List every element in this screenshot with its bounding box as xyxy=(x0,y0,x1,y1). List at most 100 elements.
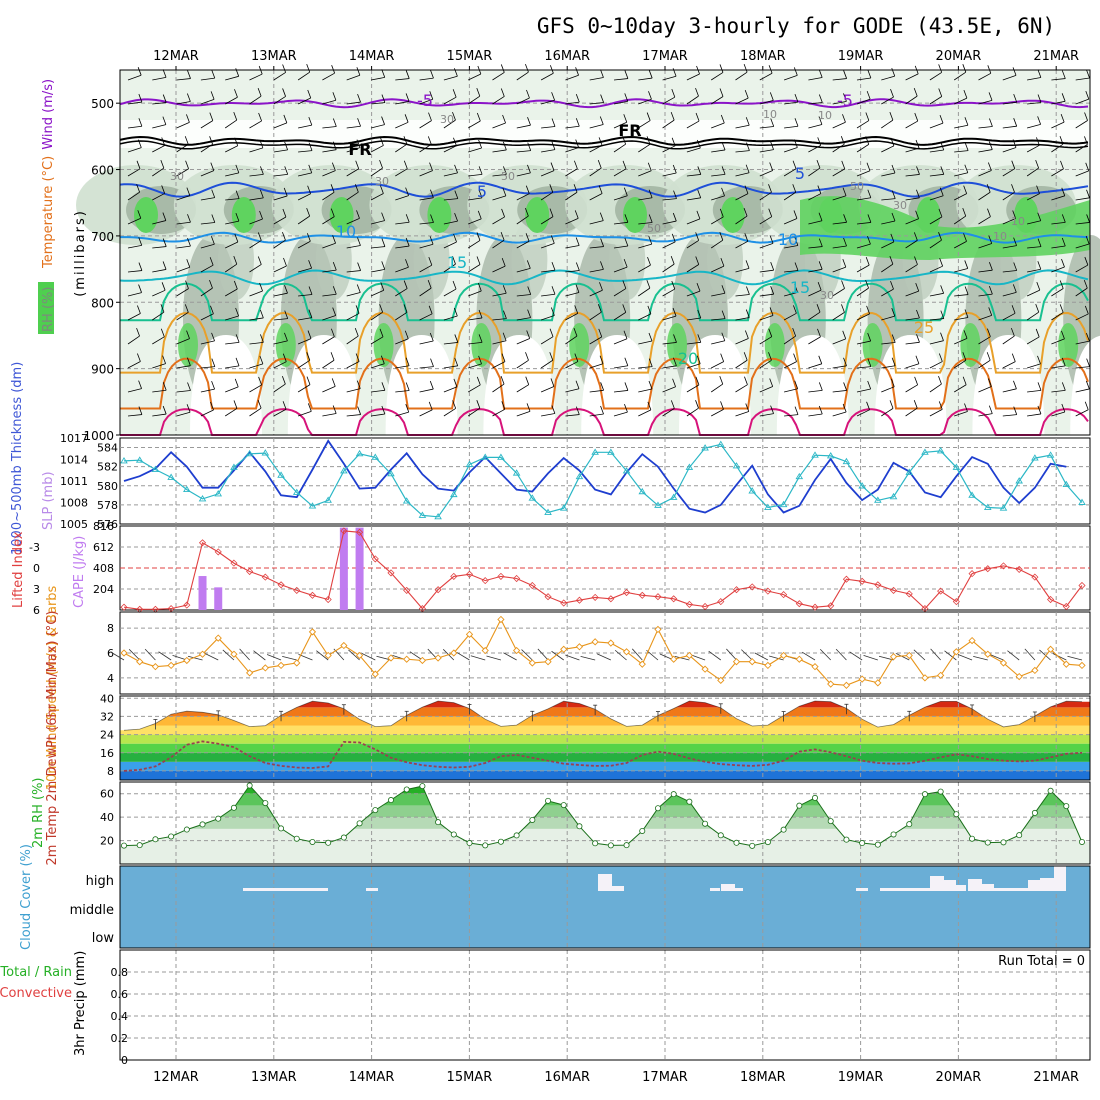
wind-barb xyxy=(856,287,869,297)
wind-barb xyxy=(589,268,604,273)
rh-point xyxy=(654,805,661,812)
wind-barb xyxy=(817,328,821,338)
wind-barb xyxy=(978,243,992,249)
wind-barb xyxy=(589,413,604,417)
wind-barb xyxy=(162,94,167,103)
rh-dry-dome xyxy=(679,335,751,435)
rh-point xyxy=(419,783,426,790)
wind-barb xyxy=(817,137,822,146)
wind-barb xyxy=(176,266,190,273)
wind-barb xyxy=(1011,353,1016,362)
wind-barb xyxy=(913,649,926,661)
wind-barb xyxy=(978,269,993,273)
wind-barb xyxy=(308,260,312,269)
wind-barb xyxy=(419,98,433,105)
wind-barb xyxy=(987,208,991,217)
wind-barb xyxy=(929,239,942,249)
wind-barb xyxy=(986,184,991,193)
wind-barb xyxy=(647,256,651,266)
wind-barb xyxy=(137,67,142,76)
wind-barb xyxy=(186,114,190,123)
wind-barb xyxy=(273,173,288,177)
wind-barb xyxy=(1084,112,1088,121)
wind-barb xyxy=(540,336,554,345)
wind-barb xyxy=(1061,237,1066,247)
wind-barb xyxy=(419,409,433,417)
wind-barb xyxy=(395,168,408,177)
wind-barb xyxy=(297,267,312,273)
wind-barb xyxy=(1060,114,1065,123)
wind-barb xyxy=(881,198,896,201)
wind-barb xyxy=(316,650,329,661)
li-point xyxy=(607,595,615,603)
wind-barb xyxy=(429,332,434,342)
wind-barb xyxy=(1061,93,1066,102)
temperature-contour xyxy=(119,135,1089,146)
cape-bar xyxy=(198,576,207,610)
rh-legend-swatch xyxy=(38,282,54,334)
wind-barb xyxy=(257,232,262,241)
wind-barb xyxy=(541,413,555,417)
wind-barb xyxy=(719,64,724,73)
wind-barb xyxy=(613,121,627,129)
wind-barb xyxy=(686,290,701,297)
wind-barb xyxy=(565,168,578,177)
wind-barb xyxy=(1051,78,1066,81)
wind-barb xyxy=(331,162,336,171)
slp-point xyxy=(120,457,128,464)
wind-barb xyxy=(478,309,483,319)
wind-barb xyxy=(648,69,653,79)
wind-barb xyxy=(210,91,215,100)
wind-barb xyxy=(419,120,432,129)
date-label-bottom: 12MAR xyxy=(153,1070,199,1085)
wind-barb xyxy=(768,208,773,217)
wind-barb xyxy=(1002,101,1017,105)
wind-barb xyxy=(987,65,992,74)
wind-barb xyxy=(162,405,167,415)
li-point xyxy=(795,600,803,608)
wind-barb xyxy=(794,94,799,103)
wind-barb xyxy=(225,386,239,393)
wind-barb xyxy=(614,649,627,661)
wind-barb xyxy=(187,357,191,366)
cloud-gap xyxy=(930,876,944,891)
wind-barb xyxy=(783,218,798,225)
rh-point xyxy=(921,791,928,798)
wind-barb xyxy=(881,315,895,321)
wind-barb xyxy=(574,210,579,219)
wind-barb xyxy=(721,285,726,294)
wind-barb xyxy=(978,126,993,129)
wind-barb xyxy=(710,383,723,393)
wind-barb xyxy=(127,414,142,417)
wind-barb xyxy=(282,64,286,73)
rh-moist-patch xyxy=(720,197,745,233)
wind-barb xyxy=(575,262,580,271)
wind-barb xyxy=(380,355,385,364)
slp-point xyxy=(842,457,851,465)
wind-barb xyxy=(1002,388,1017,393)
temp-band xyxy=(120,734,1090,744)
wind-barb xyxy=(988,378,992,387)
wind-barb xyxy=(283,114,288,124)
rh-moist-band xyxy=(800,196,1090,260)
wind-barb xyxy=(905,120,918,129)
wind-barb xyxy=(478,355,482,364)
wind-barb xyxy=(832,221,847,225)
wind-barb xyxy=(589,145,603,153)
wind-barb xyxy=(1035,328,1040,338)
wind-barb xyxy=(1027,389,1042,393)
wind-barb xyxy=(152,389,167,393)
wind-barb xyxy=(403,280,408,289)
wind-barb xyxy=(346,168,359,177)
wind-barb xyxy=(1037,238,1042,247)
wind-barb xyxy=(600,94,604,103)
wind-barb xyxy=(526,330,531,339)
slp-point xyxy=(999,504,1008,511)
wind-barb xyxy=(298,172,312,177)
wind-barb xyxy=(541,126,556,129)
wind-barb xyxy=(443,75,458,81)
date-label-top: 16MAR xyxy=(544,49,590,64)
wind-barb xyxy=(200,197,215,201)
wind-barb xyxy=(962,376,967,385)
